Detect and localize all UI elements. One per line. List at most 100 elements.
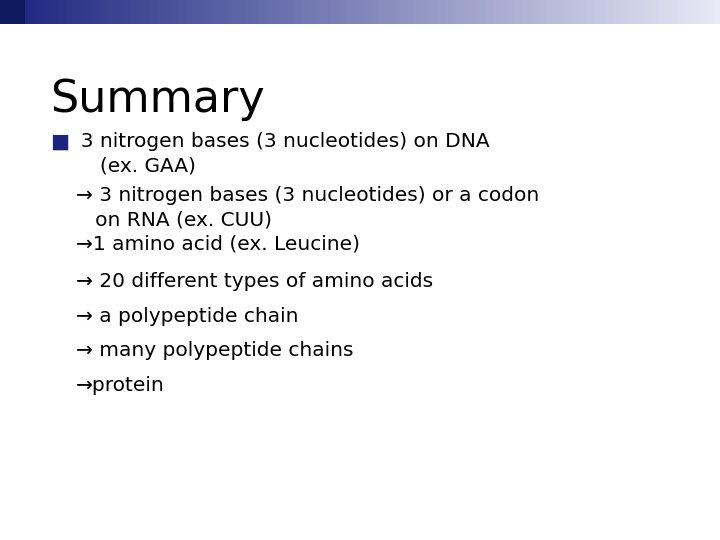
Bar — [238, 0, 240, 24]
Bar — [434, 0, 438, 24]
Bar — [58, 0, 60, 24]
Bar — [394, 0, 397, 24]
Bar — [216, 0, 219, 24]
Bar — [189, 0, 193, 24]
Bar — [387, 0, 390, 24]
Bar — [691, 0, 694, 24]
Bar — [67, 0, 71, 24]
Bar — [41, 0, 44, 24]
Bar — [439, 0, 442, 24]
Text: →1 amino acid (ex. Leucine): →1 amino acid (ex. Leucine) — [76, 235, 359, 254]
Bar — [418, 0, 420, 24]
Bar — [391, 0, 395, 24]
Bar — [689, 0, 692, 24]
Bar — [648, 0, 651, 24]
Bar — [163, 0, 166, 24]
Bar — [271, 0, 274, 24]
Bar — [401, 0, 404, 24]
Bar — [310, 0, 312, 24]
Bar — [252, 0, 255, 24]
Bar — [158, 0, 161, 24]
Bar — [279, 0, 282, 24]
Bar — [410, 0, 413, 24]
Bar — [353, 0, 356, 24]
Bar — [115, 0, 118, 24]
Bar — [297, 0, 301, 24]
Bar — [132, 0, 135, 24]
Bar — [14, 0, 17, 24]
Bar — [103, 0, 107, 24]
Bar — [492, 0, 495, 24]
Bar — [509, 0, 512, 24]
Bar — [574, 0, 577, 24]
Bar — [24, 0, 27, 24]
Bar — [382, 0, 384, 24]
Bar — [516, 0, 519, 24]
Bar — [629, 0, 632, 24]
Bar — [502, 0, 505, 24]
Bar — [396, 0, 399, 24]
Bar — [312, 0, 315, 24]
Bar — [526, 0, 528, 24]
Bar — [578, 0, 582, 24]
Bar — [612, 0, 615, 24]
Bar — [346, 0, 348, 24]
Bar — [130, 0, 132, 24]
Bar — [94, 0, 96, 24]
Bar — [166, 0, 168, 24]
Bar — [250, 0, 253, 24]
Bar — [585, 0, 589, 24]
Bar — [122, 0, 125, 24]
Bar — [127, 0, 130, 24]
Bar — [461, 0, 464, 24]
Bar — [96, 0, 99, 24]
Bar — [718, 0, 720, 24]
Bar — [398, 0, 402, 24]
Bar — [497, 0, 500, 24]
Bar — [182, 0, 186, 24]
Bar — [682, 0, 685, 24]
Bar — [621, 0, 625, 24]
Bar — [367, 0, 370, 24]
Bar — [444, 0, 447, 24]
Bar — [295, 0, 298, 24]
Bar — [108, 0, 111, 24]
Bar — [540, 0, 543, 24]
Bar — [77, 0, 80, 24]
Bar — [547, 0, 550, 24]
Bar — [120, 0, 123, 24]
Bar — [259, 0, 262, 24]
Bar — [27, 0, 30, 24]
Bar — [276, 0, 279, 24]
Bar — [365, 0, 368, 24]
Text: → a polypeptide chain: → a polypeptide chain — [76, 307, 298, 326]
Bar — [588, 0, 591, 24]
Bar — [369, 0, 373, 24]
Bar — [470, 0, 474, 24]
Bar — [675, 0, 678, 24]
Bar — [2, 0, 6, 24]
Bar — [662, 0, 665, 24]
Bar — [70, 0, 73, 24]
Bar — [703, 0, 706, 24]
Bar — [446, 0, 449, 24]
Bar — [598, 0, 600, 24]
Bar — [288, 0, 291, 24]
Bar — [432, 0, 435, 24]
Bar — [480, 0, 483, 24]
Bar — [706, 0, 708, 24]
Bar — [84, 0, 87, 24]
Bar — [55, 0, 58, 24]
Bar — [698, 0, 701, 24]
Bar — [235, 0, 238, 24]
Bar — [567, 0, 570, 24]
Bar — [192, 0, 195, 24]
Bar — [89, 0, 92, 24]
Bar — [329, 0, 332, 24]
Bar — [171, 0, 174, 24]
Bar — [53, 0, 56, 24]
Bar — [528, 0, 531, 24]
Bar — [590, 0, 593, 24]
Bar — [261, 0, 265, 24]
Bar — [218, 0, 222, 24]
